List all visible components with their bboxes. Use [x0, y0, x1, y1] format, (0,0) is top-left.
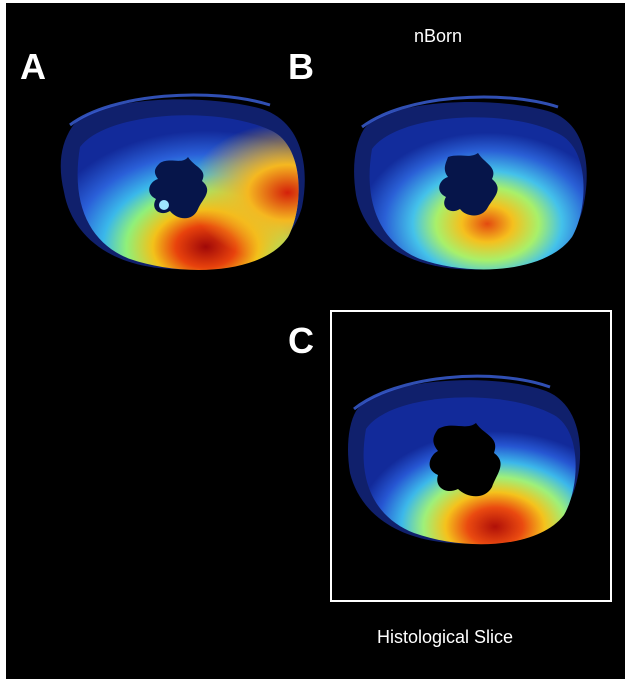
panel-label-a: A	[20, 46, 46, 87]
slice-a-image	[60, 93, 305, 270]
figure-canvas: A B C nBorn	[6, 3, 625, 679]
panel-label-c: C	[288, 320, 314, 361]
panel-label-b: B	[288, 46, 314, 87]
slice-c-image	[348, 374, 581, 545]
caption-top: nBorn	[414, 26, 463, 46]
caption-bottom: Histological Slice	[377, 627, 514, 647]
slice-b-image	[354, 95, 587, 270]
panel-c-frame	[330, 310, 612, 602]
